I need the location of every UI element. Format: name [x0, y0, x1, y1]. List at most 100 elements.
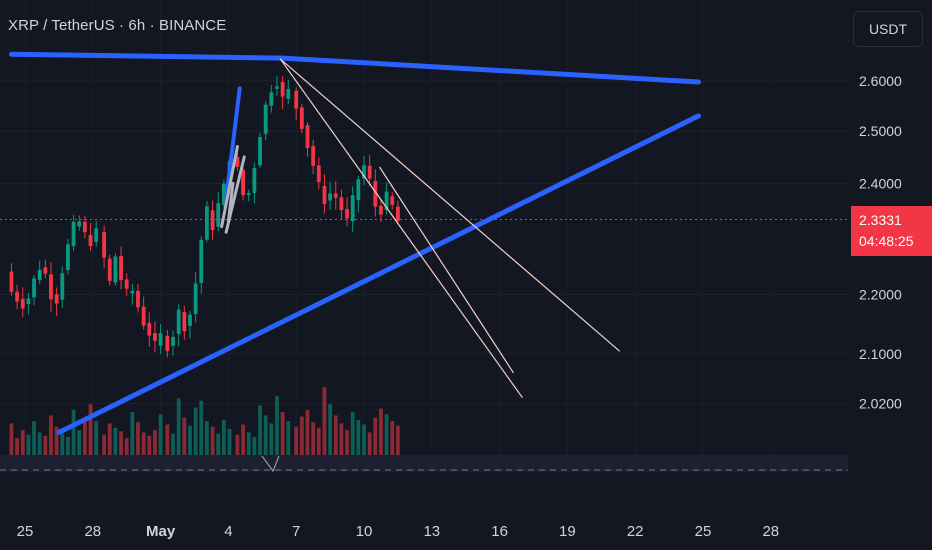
candle-body [141, 306, 146, 326]
volume-bar [77, 430, 82, 455]
candle-body [165, 335, 170, 352]
candle-body [88, 234, 93, 247]
candle-body [311, 146, 316, 166]
volume-bar [66, 436, 70, 455]
volume-bar [130, 412, 135, 455]
volume-bar [60, 433, 65, 455]
candle-body [390, 196, 395, 205]
volume-bar [119, 431, 123, 455]
time-tick-label: 4 [224, 523, 232, 540]
candle-body [130, 290, 135, 294]
candle-body [60, 273, 65, 300]
volume-bar [345, 430, 349, 455]
volume-bar [339, 423, 344, 455]
volume-bar [246, 432, 251, 455]
candle-body [43, 267, 48, 274]
price-axis[interactable]: 2.6000 2.5000 2.4000 2.2000 2.1000 2.0200 [859, 73, 902, 412]
volume-bar [311, 422, 316, 455]
candle-body [280, 81, 285, 97]
price-tick-label: 2.4000 [859, 175, 902, 191]
volume-bar [322, 387, 327, 455]
candle-body [322, 185, 327, 205]
volume-bar [390, 421, 395, 455]
bar-countdown: 04:48:25 [859, 233, 914, 249]
volume-bar [263, 415, 268, 455]
candle-body [102, 232, 106, 258]
volume-bar [32, 421, 36, 455]
title-separator-2: · [149, 17, 155, 34]
ascending-support[interactable] [56, 113, 701, 435]
volume-bar [258, 405, 262, 455]
volume-bar [147, 435, 152, 455]
candle-body [32, 278, 36, 298]
time-axis[interactable]: 25 28 May 4 7 10 13 16 19 22 25 28 [17, 523, 779, 540]
volume-bar [182, 417, 187, 455]
volume-bar [221, 419, 226, 455]
price-tick-label: 2.6000 [859, 73, 902, 89]
price-tick-label: 2.5000 [859, 123, 902, 139]
candle-body [339, 197, 344, 210]
candle-body [113, 256, 118, 283]
candle-body [176, 309, 181, 334]
pattern-line[interactable] [226, 181, 235, 223]
volume-bar [316, 427, 321, 455]
volume-bar [205, 421, 209, 455]
candle-body [71, 221, 76, 247]
interval-label[interactable]: 6h [128, 17, 146, 34]
pattern-line[interactable] [220, 145, 239, 229]
candle-body [147, 322, 152, 336]
volume-bar [26, 434, 31, 455]
candle-body [158, 333, 163, 346]
volume-bar [252, 436, 257, 455]
last-price-value: 2.3331 [859, 212, 902, 228]
candle-body [299, 107, 304, 129]
volume-bar [82, 417, 87, 455]
fan-line-2[interactable] [279, 58, 523, 398]
candle-body [246, 193, 251, 196]
candle-body [77, 221, 82, 227]
price-tick-label: 2.2000 [859, 287, 902, 303]
time-tick-label: 16 [491, 523, 508, 540]
descending-resistance[interactable] [8, 51, 701, 85]
fan-line-3[interactable] [379, 166, 514, 373]
currency-button[interactable]: USDT [853, 11, 923, 47]
candle-body [26, 298, 31, 305]
time-tick-label: 22 [627, 523, 644, 540]
volume-bar [199, 400, 204, 455]
candle-body [210, 210, 215, 231]
volume-bar [71, 409, 76, 455]
volume-bar [286, 421, 291, 455]
candle-body [153, 333, 157, 341]
time-tick-label: 28 [84, 523, 101, 540]
candle-body [356, 179, 361, 200]
fan-line-1[interactable] [279, 58, 620, 352]
volume-bar [373, 417, 378, 455]
volume-bar [54, 426, 59, 455]
candle-body [269, 92, 274, 106]
volume-bar [88, 404, 93, 455]
volume-bar [102, 434, 106, 455]
drawings[interactable] [8, 51, 701, 435]
candle-body [362, 165, 366, 179]
candle-body [305, 125, 310, 148]
volume-bar [275, 396, 279, 455]
candle-body [345, 209, 349, 219]
candle-body [171, 336, 175, 346]
last-price-badge: 2.3331 04:48:25 [851, 206, 932, 256]
flag-segment[interactable] [224, 86, 242, 202]
price-tick-label: 2.0200 [859, 396, 902, 412]
volume-bar [171, 433, 175, 455]
volume-bar [107, 423, 112, 455]
volume-bar [165, 424, 170, 455]
candle-body [367, 165, 372, 179]
candle-body [66, 244, 70, 271]
volume-bar [384, 414, 389, 455]
symbol-name[interactable]: XRP / TetherUS [8, 17, 115, 34]
candle-body [235, 156, 240, 167]
volume-bar [94, 421, 99, 455]
time-tick-label: 25 [17, 523, 34, 540]
volume-bar [216, 433, 221, 455]
candle-body [316, 165, 321, 183]
volume-bar [294, 426, 299, 455]
